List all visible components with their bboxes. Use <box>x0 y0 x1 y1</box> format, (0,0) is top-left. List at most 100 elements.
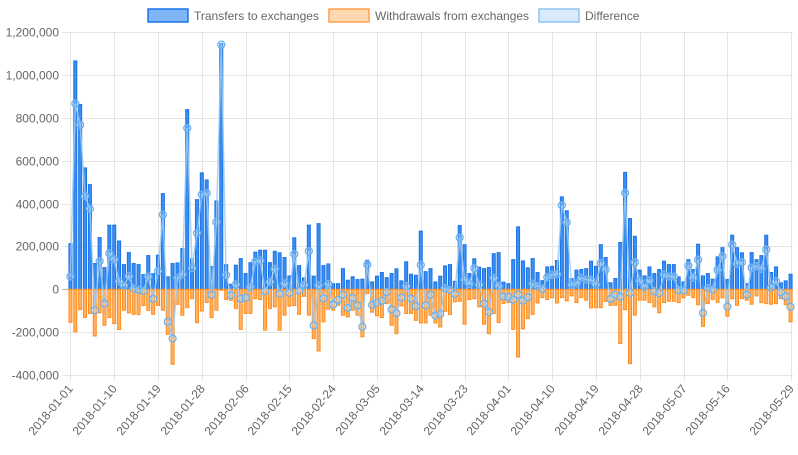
difference-point <box>221 270 231 280</box>
difference-point <box>144 272 153 281</box>
y-tick-label: 0 <box>52 283 59 297</box>
difference-point <box>489 273 498 283</box>
bar-withdrawals <box>715 288 720 303</box>
bar-withdrawals <box>112 288 117 325</box>
difference-point <box>762 245 771 254</box>
bar-withdrawals <box>569 288 574 297</box>
difference-series <box>66 40 795 343</box>
y-tick-label: 600,000 <box>16 155 60 169</box>
bar-transfers <box>311 275 316 290</box>
difference-point <box>90 306 99 315</box>
bar-withdrawals <box>194 288 199 324</box>
bar-withdrawals <box>627 288 633 365</box>
difference-point <box>226 291 236 300</box>
difference-point <box>416 260 425 269</box>
difference-point <box>411 302 421 311</box>
bar-transfers <box>370 281 375 290</box>
difference-point <box>757 264 766 274</box>
bar-withdrawals <box>516 288 521 358</box>
legend-label-withdrawals: Withdrawals from exchanges <box>375 9 529 23</box>
bar-withdrawals <box>749 288 754 305</box>
difference-point <box>100 299 109 308</box>
bar-withdrawals <box>404 288 409 314</box>
difference-point <box>771 277 781 286</box>
difference-point <box>168 334 177 343</box>
difference-point <box>231 280 241 289</box>
bar-withdrawals <box>496 288 501 323</box>
x-tick-label: 2018-03-05 <box>333 382 383 438</box>
bar-withdrawals <box>593 288 598 309</box>
difference-point <box>358 322 367 331</box>
bar-transfers <box>428 268 433 290</box>
bar-withdrawals <box>773 288 778 305</box>
bar-withdrawals <box>180 288 185 316</box>
difference-point <box>294 286 304 295</box>
bar-transfers <box>136 264 141 290</box>
difference-point <box>620 188 630 197</box>
bar-transfers <box>613 278 618 290</box>
bar-withdrawals <box>321 288 326 323</box>
bar-transfers <box>374 275 379 290</box>
bars <box>68 43 793 365</box>
difference-point <box>309 321 318 330</box>
bar-transfers <box>783 280 788 290</box>
legend-swatch-transfers <box>147 8 189 23</box>
bar-transfers <box>520 260 525 290</box>
bar-withdrawals <box>730 288 735 300</box>
difference-point <box>377 296 386 305</box>
bar-withdrawals <box>477 288 482 308</box>
difference-point <box>397 293 406 302</box>
legend-item-difference[interactable]: Difference <box>538 8 640 23</box>
difference-point <box>207 290 216 299</box>
bar-transfers <box>350 276 355 290</box>
bar-withdrawals <box>520 288 525 330</box>
bar-withdrawals <box>83 288 88 319</box>
difference-point <box>693 255 703 264</box>
bar-withdrawals <box>97 288 102 314</box>
difference-point <box>275 289 284 298</box>
bar-transfers <box>340 268 345 290</box>
difference-point <box>304 246 314 256</box>
bar-transfers <box>379 272 384 290</box>
difference-point <box>265 277 275 287</box>
x-tick-label: 2018-01-19 <box>114 382 164 438</box>
bar-withdrawals <box>126 288 131 314</box>
difference-point <box>630 258 640 267</box>
difference-point <box>246 282 255 292</box>
difference-point <box>178 270 187 279</box>
bar-transfers <box>511 259 516 290</box>
bar-withdrawals <box>121 288 126 311</box>
difference-point <box>241 293 250 302</box>
difference-point <box>80 192 90 201</box>
y-tick-label: 800,000 <box>16 112 60 126</box>
legend-item-withdrawals[interactable]: Withdrawals from exchanges <box>328 8 529 23</box>
bar-transfers <box>447 264 452 290</box>
difference-point <box>436 309 445 319</box>
difference-point <box>124 272 133 281</box>
difference-point <box>85 204 95 214</box>
difference-point <box>324 279 333 289</box>
difference-point <box>728 240 737 249</box>
difference-point <box>713 265 722 275</box>
difference-point <box>625 288 635 298</box>
difference-point <box>523 293 532 302</box>
difference-point <box>479 299 489 308</box>
bar-withdrawals <box>68 288 73 323</box>
x-axis: 2018-01-012018-01-102018-01-192018-01-28… <box>26 382 797 438</box>
legend-item-transfers[interactable]: Transfers to exchanges <box>147 8 319 23</box>
bar-withdrawals <box>555 288 560 304</box>
bar-transfers <box>389 273 394 290</box>
difference-point <box>679 286 688 295</box>
x-tick-label: 2018-05-16 <box>683 382 733 438</box>
difference-point <box>689 273 698 283</box>
difference-point <box>299 280 309 290</box>
y-tick-label: -400,000 <box>12 369 60 383</box>
difference-point <box>71 99 80 108</box>
difference-point <box>256 256 265 265</box>
bar-withdrawals <box>764 288 769 305</box>
difference-point <box>766 283 776 292</box>
bar-withdrawals <box>472 288 477 300</box>
difference-point <box>382 287 391 297</box>
legend-swatch-difference <box>538 8 580 23</box>
bar-transfers <box>345 279 350 290</box>
